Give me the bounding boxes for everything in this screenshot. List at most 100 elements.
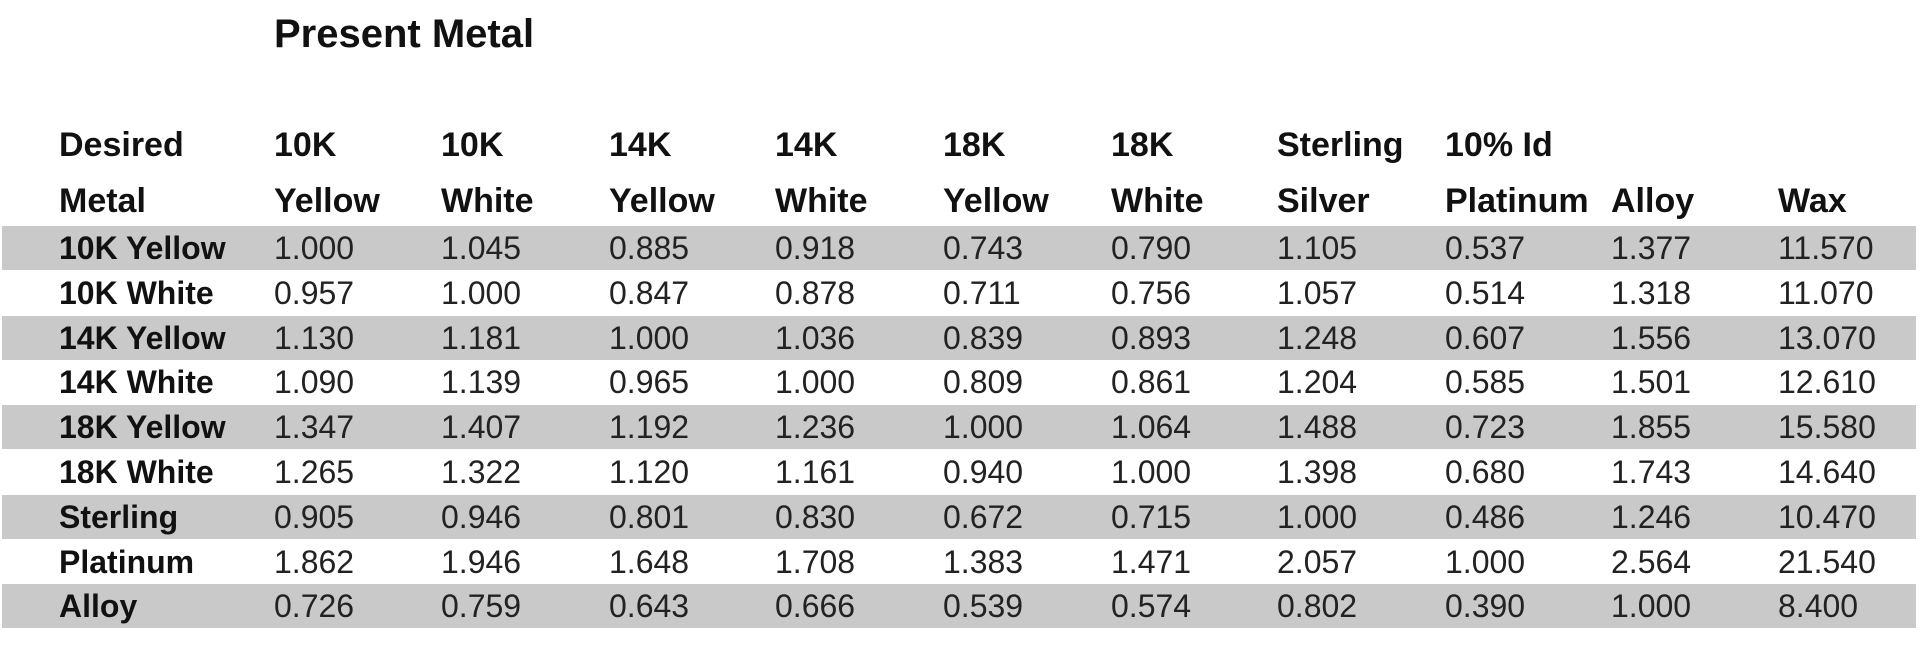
cell: 11.570 (1778, 230, 1874, 266)
cell: 1.139 (441, 364, 522, 401)
cell: 1.322 (441, 454, 522, 490)
cell: 0.756 (1111, 274, 1192, 311)
cell: 0.672 (943, 498, 1024, 535)
cell: 0.643 (609, 588, 690, 625)
cell: 1.120 (609, 454, 690, 490)
cell: 1.000 (1277, 498, 1358, 535)
cell: 1.204 (1277, 364, 1358, 401)
row-band (2, 494, 1916, 539)
cell: 1.246 (1611, 498, 1692, 535)
cell: 1.181 (441, 319, 522, 356)
cell: 0.839 (943, 319, 1024, 356)
row-label: Platinum (59, 543, 195, 580)
cell: 15.580 (1778, 409, 1876, 446)
cell: 1.862 (274, 543, 355, 580)
cell: 10.470 (1778, 498, 1876, 535)
cell: 1.946 (441, 543, 522, 580)
column-header: Sterling (1277, 126, 1404, 164)
cell: 1.130 (274, 319, 355, 356)
column-header: Metal (59, 182, 146, 220)
column-header: 18K (943, 126, 1006, 164)
cell: 0.711 (943, 274, 1021, 311)
cell: 1.347 (274, 409, 355, 446)
cell: 21.540 (1778, 543, 1876, 580)
cell: 1.471 (1111, 543, 1192, 580)
column-header: Desired (59, 126, 184, 164)
cell: 0.965 (609, 364, 690, 401)
cell: 0.585 (1445, 364, 1526, 401)
column-header: 14K (609, 126, 672, 164)
column-header: Platinum (1445, 182, 1589, 220)
column-header: 14K (775, 126, 838, 164)
row-label: Sterling (59, 498, 179, 535)
cell: 0.514 (1445, 274, 1526, 311)
cell: 1.383 (943, 543, 1024, 580)
cell: 14.640 (1778, 454, 1876, 490)
column-header: Alloy (1611, 182, 1695, 220)
cell: 0.666 (775, 588, 856, 625)
cell: 1.743 (1611, 454, 1692, 490)
column-header: 10K (441, 126, 504, 164)
cell: 0.680 (1445, 454, 1526, 490)
cell: 0.878 (775, 274, 856, 311)
cell: 1.318 (1611, 274, 1692, 311)
row-label: Alloy (59, 588, 138, 625)
row-label: 14K White (59, 364, 214, 401)
cell: 1.265 (274, 454, 355, 490)
cell: 1.057 (1277, 274, 1358, 311)
cell: 1.377 (1611, 230, 1692, 266)
cell: 0.802 (1277, 588, 1358, 625)
cell: 0.537 (1445, 230, 1526, 266)
cell: 0.574 (1111, 588, 1192, 625)
cell: 0.957 (274, 274, 355, 311)
row-band (2, 226, 1916, 270)
cell: 0.790 (1111, 230, 1192, 266)
cell: 1.000 (1445, 543, 1526, 580)
cell: 0.809 (943, 364, 1024, 401)
cell: 0.723 (1445, 409, 1526, 446)
cell: 0.607 (1445, 319, 1526, 356)
cell: 1.488 (1277, 409, 1358, 446)
cell: 0.946 (441, 498, 522, 535)
cell: 1.105 (1277, 230, 1358, 266)
column-header: Silver (1277, 182, 1370, 220)
column-header: 18K (1111, 126, 1174, 164)
cell: 0.893 (1111, 319, 1192, 356)
cell: 1.855 (1611, 409, 1692, 446)
cell: 0.486 (1445, 498, 1526, 535)
cell: 1.000 (274, 230, 355, 266)
cell: 1.000 (1611, 588, 1692, 625)
cell: 1.398 (1277, 454, 1358, 490)
cell: 0.390 (1445, 588, 1526, 625)
cell: 0.905 (274, 498, 355, 535)
column-header: 10% Id (1445, 126, 1553, 164)
cell: 1.248 (1277, 319, 1358, 356)
column-header: Yellow (274, 182, 380, 220)
cell: 8.400 (1778, 588, 1859, 625)
row-label: 18K White (59, 454, 214, 490)
cell: 13.070 (1778, 319, 1876, 356)
cell: 11.070 (1778, 274, 1874, 311)
cell: 0.918 (775, 230, 856, 266)
cell: 1.407 (441, 409, 522, 446)
cell: 1.064 (1111, 409, 1192, 446)
cell: 1.036 (775, 319, 856, 356)
cell: 0.830 (775, 498, 856, 535)
cell: 1.000 (943, 409, 1024, 446)
row-label: 14K Yellow (59, 319, 226, 356)
cell: 0.940 (943, 454, 1024, 490)
cell: 2.057 (1277, 543, 1358, 580)
column-header: Yellow (609, 182, 715, 220)
cell: 0.847 (609, 274, 690, 311)
column-header: White (441, 182, 534, 220)
column-header: 10K (274, 126, 337, 164)
cell: 1.161 (775, 454, 856, 490)
cell: 0.743 (943, 230, 1024, 266)
row-label: 18K Yellow (59, 409, 226, 446)
cell: 0.715 (1111, 498, 1192, 535)
cell: 1.090 (274, 364, 355, 401)
cell: 1.236 (775, 409, 856, 446)
column-header: White (775, 182, 868, 220)
cell: 0.801 (609, 498, 690, 535)
